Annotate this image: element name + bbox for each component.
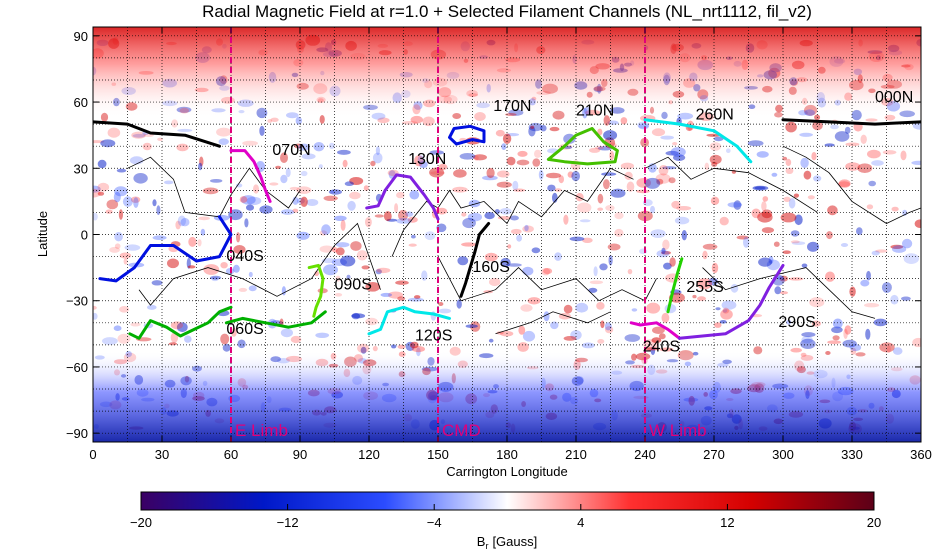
filament-channel (365, 173, 440, 221)
filament-channel (224, 310, 327, 329)
y-tick-label: 60 (74, 95, 88, 110)
filament-label: 290S (778, 314, 815, 331)
filament-label: 000N (875, 89, 913, 106)
filament-channel (678, 263, 785, 340)
neutral-line (702, 267, 876, 319)
filament-channel (229, 149, 272, 203)
neutral-line (138, 222, 381, 306)
filament-label: 260N (696, 107, 734, 124)
neutral-line (437, 256, 657, 302)
x-tick-label: 360 (910, 447, 932, 462)
filament-channel (546, 127, 619, 166)
filament-label: 060S (226, 321, 263, 338)
filament-channel (459, 222, 491, 298)
colorbar-tick-label: 4 (577, 515, 584, 530)
filament-label: 255S (686, 279, 723, 296)
x-tick-label: 270 (703, 447, 725, 462)
x-tick-label: 180 (496, 447, 518, 462)
filament-labels: 000N 040S 060S 070N 090S 120S 130N 160S 170N 210N… (226, 89, 913, 355)
y-tick-label: 0 (81, 228, 88, 243)
colorbar-tick-label: 12 (720, 515, 734, 530)
filament-label: 090S (335, 277, 372, 294)
chart-title: Radial Magnetic Field at r=1.0 + Selecte… (202, 2, 812, 21)
x-tick-label: 300 (772, 447, 794, 462)
neutral-line (127, 156, 301, 218)
y-tick-label: 30 (74, 161, 88, 176)
filament-channels (93, 118, 921, 340)
filament-label: 160S (473, 259, 510, 276)
x-tick-label: 90 (293, 447, 307, 462)
filament-channel (666, 257, 684, 314)
filament-channel (307, 263, 325, 318)
colorbar-tick-label: 20 (867, 515, 881, 530)
x-axis-label: Carrington Longitude (446, 464, 567, 479)
x-tick-label: 330 (841, 447, 863, 462)
filament-label: 120S (415, 327, 452, 344)
x-tick-label: 150 (427, 447, 449, 462)
filament-channel (367, 305, 451, 336)
colorbar-ticks: −20 −12 −4 4 12 20 (130, 504, 881, 530)
colorbar-label-symbol: B (477, 534, 486, 549)
filament-label: 070N (272, 142, 310, 159)
neutral-line (782, 145, 921, 224)
filament-label: 210N (576, 102, 614, 119)
x-tick-label: 240 (634, 447, 656, 462)
x-tick-label: 210 (565, 447, 587, 462)
neutral-lines (127, 145, 921, 335)
filament-label: 240S (643, 338, 680, 355)
filament-label: 130N (408, 151, 446, 168)
x-tick-label: 0 (89, 447, 96, 462)
neutral-line (644, 156, 818, 213)
limb-markers: E Limb CMD W Limb (230, 27, 707, 442)
y-tick-label: −60 (66, 360, 88, 375)
y-axis-label: Latitude (35, 211, 50, 257)
x-tick-label: 60 (224, 447, 238, 462)
filament-channel (93, 120, 221, 148)
colorbar-strip (140, 491, 875, 511)
y-tick-label: 90 (74, 29, 88, 44)
colorbar-label: Br [Gauss] (477, 534, 537, 551)
neutral-line (495, 311, 611, 335)
filament-channel (128, 305, 233, 340)
filament-channel (98, 215, 233, 283)
y-tick-label: −30 (66, 294, 88, 309)
filament-label: 170N (493, 98, 531, 115)
colorbar: −20 −12 −4 4 12 20 Br [Gauss] (130, 491, 881, 551)
limb-label: CMD (442, 421, 481, 440)
filament-channel (629, 321, 681, 340)
y-axis: −90 −60 −30 0 30 60 90 (66, 29, 921, 441)
limb-label: E Limb (235, 421, 288, 440)
y-tick-label: −90 (66, 426, 88, 441)
filament-label: 040S (226, 248, 263, 265)
plot-area: E Limb CMD W Limb 000N 040S 060S 070N 090S 120S… (92, 26, 922, 443)
filament-channel (781, 118, 921, 126)
x-tick-label: 30 (155, 447, 169, 462)
x-tick-label: 120 (358, 447, 380, 462)
filament-channel (448, 124, 486, 146)
filament-channel (643, 118, 753, 164)
colorbar-label-unit: [Gauss] (492, 534, 537, 549)
x-axis: 0 30 60 90 120 150 180 210 240 270 300 330 360 (89, 27, 932, 462)
colorbar-tick-label: −4 (427, 515, 442, 530)
limb-label: W Limb (649, 421, 707, 440)
colorbar-tick-label: −12 (277, 515, 299, 530)
colorbar-label-subscript: r (485, 541, 488, 551)
colorbar-tick-label: −20 (130, 515, 152, 530)
